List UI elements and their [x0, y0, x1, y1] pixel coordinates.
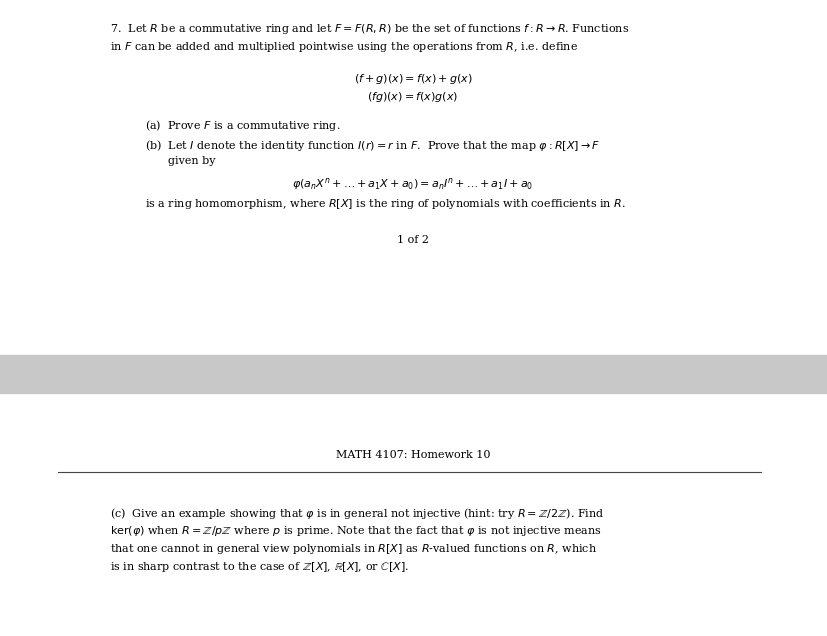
Text: (a)  Prove $F$ is a commutative ring.: (a) Prove $F$ is a commutative ring.: [145, 118, 341, 133]
Text: $(f + g)(x) = f(x) + g(x)$: $(f + g)(x) = f(x) + g(x)$: [354, 72, 472, 86]
Text: (b)  Let $I$ denote the identity function $I(r) = r$ in $F$.  Prove that the map: (b) Let $I$ denote the identity function…: [145, 138, 600, 153]
Text: (c)  Give an example showing that $\varphi$ is in general not injective (hint: t: (c) Give an example showing that $\varph…: [110, 506, 605, 521]
Text: that one cannot in general view polynomials in $R[X]$ as $R$-valued functions on: that one cannot in general view polynomi…: [110, 542, 597, 556]
Text: $\mathrm{ker}(\varphi)$ when $R = \mathbb{Z}/p\mathbb{Z}$ where $p$ is prime. No: $\mathrm{ker}(\varphi)$ when $R = \mathb…: [110, 524, 601, 538]
Text: MATH 4107: Homework 10: MATH 4107: Homework 10: [336, 450, 490, 460]
Text: $\varphi(a_n X^n + \ldots + a_1 X + a_0) = a_n I^n + \ldots + a_1 I + a_0$: $\varphi(a_n X^n + \ldots + a_1 X + a_0)…: [293, 176, 533, 192]
Text: 7.  Let $R$ be a commutative ring and let $F = F(R, R)$ be the set of functions : 7. Let $R$ be a commutative ring and let…: [110, 22, 629, 36]
Text: 1 of 2: 1 of 2: [397, 235, 429, 245]
Text: $(fg)(x) = f(x)g(x)$: $(fg)(x) = f(x)g(x)$: [367, 90, 459, 104]
Text: is in sharp contrast to the case of $\mathbb{Z}[X]$, $\mathbb{R}[X]$, or $\mathb: is in sharp contrast to the case of $\ma…: [110, 560, 409, 574]
Bar: [0, 355, 827, 393]
Text: is a ring homomorphism, where $R[X]$ is the ring of polynomials with coefficient: is a ring homomorphism, where $R[X]$ is …: [145, 197, 626, 211]
Text: in $F$ can be added and multiplied pointwise using the operations from $R$, i.e.: in $F$ can be added and multiplied point…: [110, 40, 578, 54]
Text: given by: given by: [168, 156, 216, 166]
